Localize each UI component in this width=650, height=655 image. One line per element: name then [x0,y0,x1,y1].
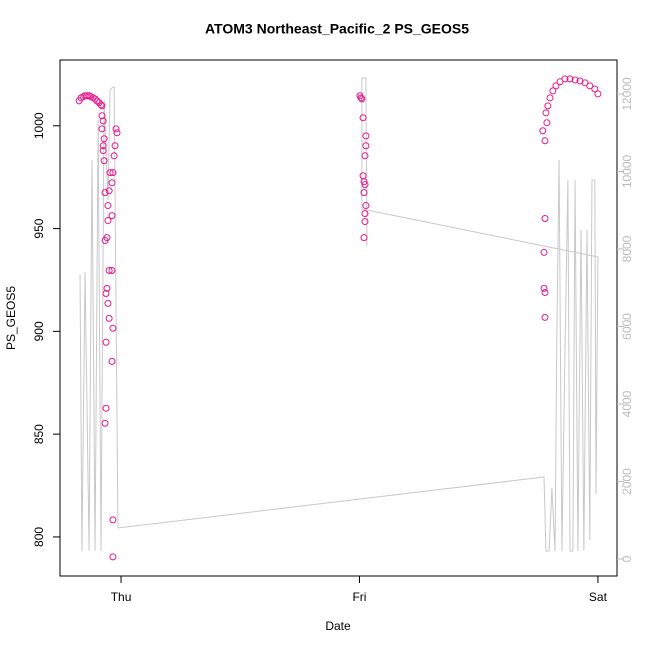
y-axis-label: PS_GEOS5 [4,286,18,350]
line [79,77,599,552]
point [101,189,109,197]
point [109,324,117,332]
point [111,142,119,150]
point [549,87,557,95]
point [360,189,368,197]
point [359,114,367,122]
point [108,179,116,187]
point [112,125,120,133]
point [540,284,548,292]
point [108,357,116,365]
point [99,117,107,125]
point [362,132,370,140]
plot-box [59,59,618,577]
point [361,218,369,226]
point [362,202,370,210]
point [561,75,569,83]
point [103,284,111,292]
point [556,78,564,86]
point [104,217,112,225]
point [102,338,110,346]
point [541,313,549,321]
point [98,112,106,120]
x-axis-label: Date [325,619,351,633]
point [594,90,602,98]
y-tick-label: 900 [32,321,46,341]
y-tick-label: 1000 [32,112,46,139]
point [360,234,368,242]
y-tick-label: 950 [32,218,46,238]
point [360,178,368,186]
point [110,152,118,160]
point [552,82,560,90]
y2-tick-label: 4000 [620,390,634,417]
x-tick-label: Thu [111,590,132,604]
point [361,152,369,160]
x-tick-label: Fri [352,590,366,604]
point [99,142,107,150]
point [99,147,107,155]
point [542,109,550,117]
point [97,101,105,109]
point [93,97,101,105]
y-tick-label: 850 [32,424,46,444]
y2-tick-label: 8000 [620,235,634,262]
point [540,248,548,256]
chart-title: ATOM3 Northeast_Pacific_2 PS_GEOS5 [205,21,469,37]
point [544,102,552,110]
point [571,76,579,84]
point [109,553,117,561]
point [357,94,365,102]
point [83,92,91,100]
point [105,187,113,195]
y2-tick-label: 2000 [620,468,634,495]
point [362,142,370,150]
point [113,129,121,137]
point [102,404,110,412]
point [543,119,551,127]
point [100,135,108,143]
point [108,212,116,220]
point [91,95,99,103]
y2-tick-label: 12000 [620,77,634,111]
point [98,125,106,133]
x-tick-label: Sat [589,590,608,604]
y2-tick-label: 10000 [620,154,634,188]
point [102,290,110,298]
point [109,516,117,524]
point [101,419,109,427]
point [109,169,117,177]
point [361,210,369,218]
point [546,94,554,102]
point [106,169,114,177]
point [591,85,599,93]
point [101,236,109,244]
y-tick-label: 800 [32,527,46,547]
point [104,202,112,210]
y2-tick-label: 0 [620,555,634,562]
point [541,137,549,145]
y2-tick-label: 6000 [620,313,634,340]
point [581,79,589,87]
point [586,82,594,90]
point [358,95,366,103]
point [541,215,549,223]
point [539,127,547,135]
point [105,267,113,275]
point [105,314,113,322]
point [566,75,574,83]
point [541,289,549,297]
point [361,181,369,189]
point [104,299,112,307]
point [100,157,108,165]
point [98,102,106,110]
point [108,267,116,275]
